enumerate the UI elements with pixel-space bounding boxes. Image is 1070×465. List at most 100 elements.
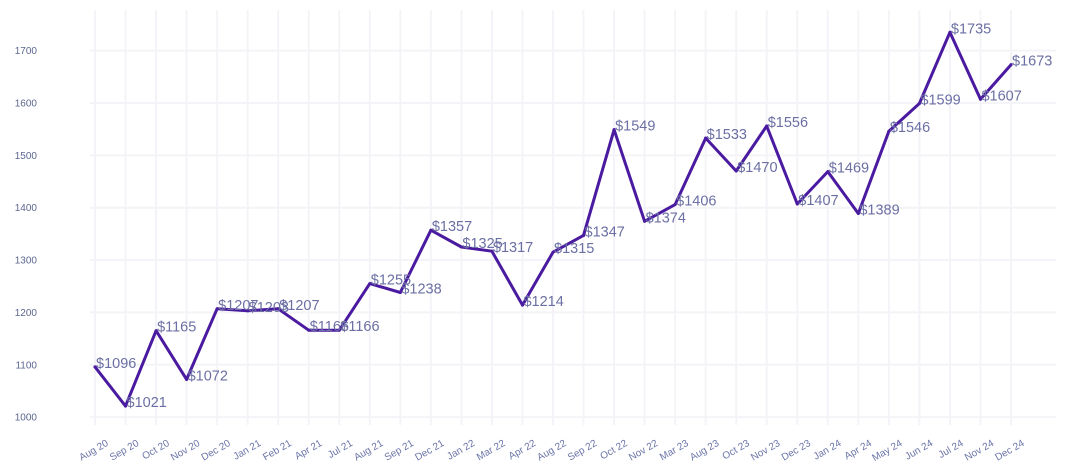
data-point xyxy=(368,282,372,286)
data-point xyxy=(93,365,97,369)
data-label: $1347 xyxy=(585,224,625,240)
data-point xyxy=(490,249,494,253)
y-tick-label-1200: 1200 xyxy=(15,308,38,319)
data-label: $1096 xyxy=(96,356,136,372)
data-label: $1315 xyxy=(554,241,594,257)
x-tick-label: Oct 20 xyxy=(141,438,172,462)
x-tick-label: Oct 22 xyxy=(599,438,630,462)
data-label: $1470 xyxy=(737,160,777,176)
data-point xyxy=(765,124,769,128)
y-tick-label-1300: 1300 xyxy=(15,256,38,267)
data-label: $1599 xyxy=(920,92,960,108)
x-tick-label: Jan 24 xyxy=(812,438,844,463)
x-tick-label: Dec 24 xyxy=(994,438,1027,464)
x-tick-label: Sep 21 xyxy=(383,438,416,464)
data-labels: $1096 $1021 $1165 $1072 $1207$1203$1207 $1166… xyxy=(96,21,1052,411)
y-tick-label-1700: 1700 xyxy=(15,46,38,57)
data-point xyxy=(826,170,830,174)
x-tick-label: Feb 21 xyxy=(261,438,294,463)
x-tick-label: Nov 24 xyxy=(963,438,996,464)
x-tick-label: May 24 xyxy=(870,438,904,464)
y-tick-label-1000: 1000 xyxy=(15,413,38,424)
data-point xyxy=(307,328,311,332)
data-point xyxy=(276,307,280,311)
x-tick-label: Jul 21 xyxy=(326,438,355,461)
data-point xyxy=(917,101,921,105)
data-label: $1389 xyxy=(859,202,899,218)
data-point xyxy=(551,250,555,254)
data-point xyxy=(124,404,128,408)
data-point xyxy=(398,291,402,295)
y-tick-label-1100: 1100 xyxy=(15,360,37,371)
x-tick-label: Jan 21 xyxy=(232,438,264,463)
x-tick-label: Jan 22 xyxy=(445,438,477,463)
x-tick-label: Mar 22 xyxy=(475,438,508,463)
data-point xyxy=(154,329,158,333)
x-tick-label: Jul 24 xyxy=(937,438,966,461)
data-point xyxy=(337,328,341,332)
data-label: $1374 xyxy=(646,210,686,226)
data-point xyxy=(1009,63,1013,67)
data-label: $1072 xyxy=(188,368,228,384)
x-tick-label: Mar 23 xyxy=(658,438,691,463)
data-point xyxy=(215,307,219,311)
data-point xyxy=(704,136,708,140)
data-label: $1556 xyxy=(768,115,808,131)
x-tick-label: Nov 22 xyxy=(627,438,660,464)
x-tick-label: Aug 23 xyxy=(688,438,721,464)
x-tick-label: Dec 21 xyxy=(413,438,446,464)
data-point xyxy=(185,377,189,381)
x-tick-label: Nov 20 xyxy=(169,438,202,464)
data-point xyxy=(582,233,586,237)
x-tick-label: Nov 23 xyxy=(749,438,782,464)
data-label: $1207 xyxy=(218,298,258,314)
data-label: $1214 xyxy=(523,294,563,310)
x-tick-label: Dec 20 xyxy=(200,438,233,464)
data-label: $1357 xyxy=(432,219,472,235)
data-point xyxy=(978,97,982,101)
y-tick-label-1400: 1400 xyxy=(15,203,38,214)
x-tick-label: Aug 20 xyxy=(78,438,111,464)
x-tick-label: Sep 22 xyxy=(566,438,599,464)
x-tick-label: Oct 23 xyxy=(721,438,752,462)
series-line-group xyxy=(93,30,1013,408)
data-label: $1607 xyxy=(981,88,1021,104)
data-point xyxy=(520,303,524,307)
data-label: $1406 xyxy=(676,194,716,210)
data-point xyxy=(734,169,738,173)
gridlines xyxy=(90,10,1056,425)
data-label: $1735 xyxy=(951,21,991,37)
data-label: $1021 xyxy=(127,395,167,411)
y-tick-label-1500: 1500 xyxy=(15,151,38,162)
x-tick-label: Apr 21 xyxy=(293,438,324,462)
x-tick-label: Sep 20 xyxy=(108,438,141,464)
data-label: $1207 xyxy=(279,298,319,314)
x-tick-label: Apr 22 xyxy=(507,438,538,462)
data-point xyxy=(246,309,250,313)
data-label: $1317 xyxy=(493,240,533,256)
x-tick-label: Jun 24 xyxy=(903,438,935,463)
data-label: $1549 xyxy=(615,119,655,135)
data-point xyxy=(856,211,860,215)
data-label: $1166 xyxy=(340,319,379,335)
y-axis: 1000 1100 1200 1300 1400 1500 1600 1700 xyxy=(15,46,38,424)
data-point xyxy=(643,219,647,223)
data-label: $1546 xyxy=(890,120,930,136)
data-point xyxy=(887,129,891,133)
y-tick-label-1600: 1600 xyxy=(15,98,38,109)
x-tick-label: Aug 22 xyxy=(536,438,569,464)
x-tick-label: Apr 24 xyxy=(843,438,874,462)
x-tick-label: Aug 21 xyxy=(352,438,385,464)
data-label: $1325 xyxy=(462,236,502,252)
data-point xyxy=(673,203,677,207)
data-label: $1407 xyxy=(798,193,838,209)
x-tick-label: Dec 23 xyxy=(780,438,813,464)
data-label: $1673 xyxy=(1012,54,1052,70)
data-point xyxy=(948,30,952,34)
data-label: $1533 xyxy=(707,127,747,143)
data-label: $1238 xyxy=(401,282,441,298)
data-point xyxy=(459,245,463,249)
